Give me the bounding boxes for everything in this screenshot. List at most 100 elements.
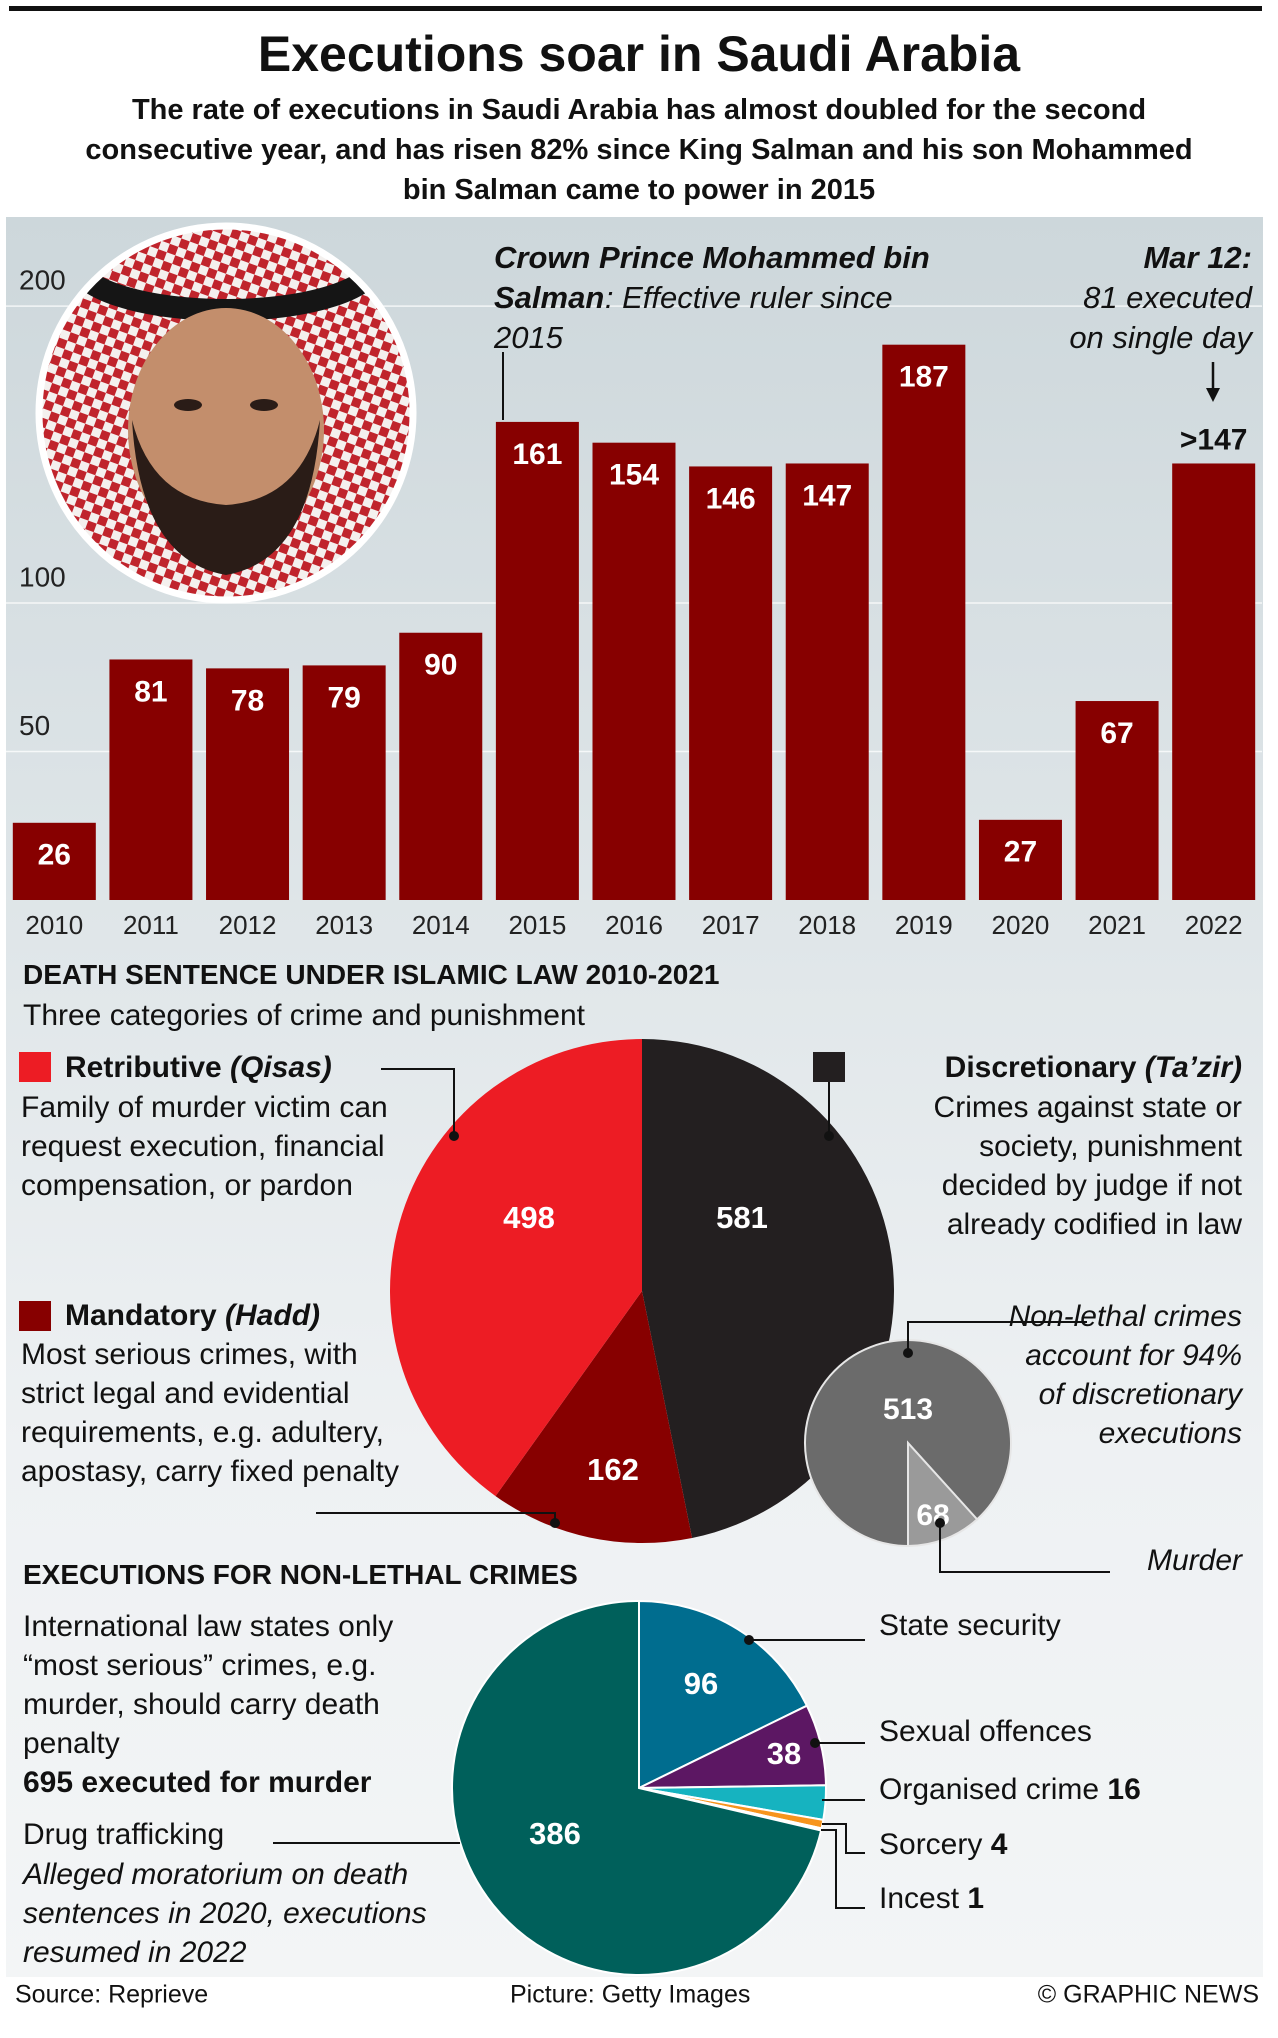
legend-name: Retributive <box>65 1051 222 1084</box>
source: Source: Reprieve <box>15 1981 208 2009</box>
x-tick-label: 2015 <box>508 910 566 940</box>
value-label: 26 <box>38 839 71 872</box>
value-label: 68 <box>916 1499 949 1532</box>
category-label: Sorcery 4 <box>879 1828 1008 1861</box>
annotation-title: Crown Prince Mohammed bin Salman <box>494 240 930 315</box>
bar <box>1075 701 1159 900</box>
bar <box>978 819 1062 900</box>
leader-line <box>822 1823 865 1854</box>
value-label: 581 <box>716 1200 768 1235</box>
legend-description-text: Most serious crimes, with strict legal a… <box>21 1338 399 1488</box>
bar <box>592 442 676 900</box>
x-tick-label: 2020 <box>992 910 1050 940</box>
legend-entry: Discretionary (Ta’zir) <box>642 1048 1242 1087</box>
value-label: 67 <box>1100 717 1133 750</box>
bar <box>1172 463 1256 900</box>
leader-dot <box>744 1635 754 1645</box>
bar <box>206 668 290 900</box>
value-label: 154 <box>609 459 659 492</box>
legend-swatch <box>19 1301 51 1331</box>
x-tick-label: 2019 <box>895 910 953 940</box>
value-label: 78 <box>231 684 264 717</box>
legend-term: (Ta’zir) <box>1144 1051 1242 1084</box>
legend-entry: Retributive (Qisas) <box>65 1048 565 1087</box>
value-label: 513 <box>883 1393 933 1426</box>
category-name: State security <box>879 1609 1061 1642</box>
pie-slice <box>638 1599 809 1790</box>
leader-line <box>939 1523 1110 1573</box>
credit: © GRAPHIC NEWS <box>1038 1981 1259 2009</box>
bar <box>109 659 193 900</box>
pie-slice <box>451 1599 823 1976</box>
category-label: State security <box>879 1609 1061 1642</box>
legend-swatch <box>813 1052 845 1082</box>
subtitle: The rate of executions in Saudi Arabia h… <box>85 94 1193 206</box>
value-label: 4 <box>991 1828 1008 1861</box>
section-title: DEATH SENTENCE UNDER ISLAMIC LAW 2010-20… <box>23 955 923 995</box>
note: International law states only “most seri… <box>23 1607 473 1802</box>
category-label: Organised crime 16 <box>879 1773 1141 1806</box>
legend-entry: Mandatory (Hadd) <box>65 1296 565 1335</box>
category-name: Sexual offences <box>879 1715 1092 1748</box>
leader-dot <box>550 1518 560 1528</box>
category-name: Organised crime <box>879 1773 1099 1806</box>
value-label: 161 <box>512 438 562 471</box>
note-text: International law states only “most seri… <box>23 1610 394 1760</box>
value-label: 162 <box>587 1452 639 1487</box>
leader-line <box>907 1321 1087 1353</box>
annotation-text: 81 executed on single day <box>1069 280 1252 355</box>
annotation: Non-lethal crimes account for 94% of dis… <box>1002 1297 1242 1453</box>
bar <box>785 463 869 900</box>
legend-description: Most serious crimes, with strict legal a… <box>21 1335 401 1491</box>
photo <box>39 226 413 600</box>
x-tick-label: 2017 <box>702 910 760 940</box>
category-label: Drug trafficking <box>23 1818 224 1851</box>
leader-dot <box>449 1131 459 1141</box>
category-label: Murder <box>1147 1544 1243 1577</box>
x-tick-label: 2013 <box>315 910 373 940</box>
leader-dot <box>824 1131 834 1141</box>
value-label: 27 <box>1004 836 1037 869</box>
category-name: Drug trafficking <box>23 1818 224 1851</box>
value-label: 38 <box>767 1736 801 1771</box>
category-label: Incest 1 <box>879 1882 984 1915</box>
title: Executions soar in Saudi Arabia <box>257 26 1021 82</box>
x-tick-label: 2016 <box>605 910 663 940</box>
value-label: 187 <box>899 361 949 394</box>
legend-swatch <box>19 1052 51 1082</box>
legend-description-text: Family of murder victim can request exec… <box>21 1091 388 1202</box>
value-label: 386 <box>529 1816 581 1851</box>
bar <box>399 632 483 900</box>
legend-term: (Qisas) <box>230 1051 332 1084</box>
bar <box>12 822 96 900</box>
leader-line <box>381 1068 455 1136</box>
pie-slice <box>389 1039 642 1497</box>
bar <box>689 466 773 900</box>
eye <box>174 399 202 411</box>
value-label: 16 <box>1107 1773 1140 1806</box>
annotation-arrowhead <box>1206 388 1220 402</box>
value-label: 1 <box>967 1882 984 1915</box>
bar <box>882 344 966 901</box>
value-label: 90 <box>424 649 457 682</box>
beard <box>132 420 320 575</box>
section-subtitle: Three categories of crime and punishment <box>23 996 923 1035</box>
annotation: Mar 12: 81 executed on single day <box>982 238 1252 358</box>
bar <box>302 665 386 900</box>
legend-name: Discretionary <box>944 1051 1137 1084</box>
legend-name: Mandatory <box>65 1299 217 1332</box>
y-tick-label: 200 <box>19 264 66 295</box>
category-name: Incest <box>879 1882 960 1915</box>
value-label: 96 <box>684 1666 718 1701</box>
value-label: 81 <box>134 675 167 708</box>
annotation-text: : Effective ruler since 2015 <box>494 280 893 355</box>
x-tick-label: 2010 <box>25 910 83 940</box>
value-label: 146 <box>706 482 756 515</box>
value-label: 147 <box>802 479 852 512</box>
annotation-title: Mar 12: <box>1143 240 1252 275</box>
annotation: Crown Prince Mohammed bin Salman : Effec… <box>494 238 954 358</box>
category-note-text: Alleged moratorium on death sentences in… <box>23 1858 427 1969</box>
leader-dot <box>810 1738 820 1748</box>
pie-slice <box>907 1440 979 1548</box>
